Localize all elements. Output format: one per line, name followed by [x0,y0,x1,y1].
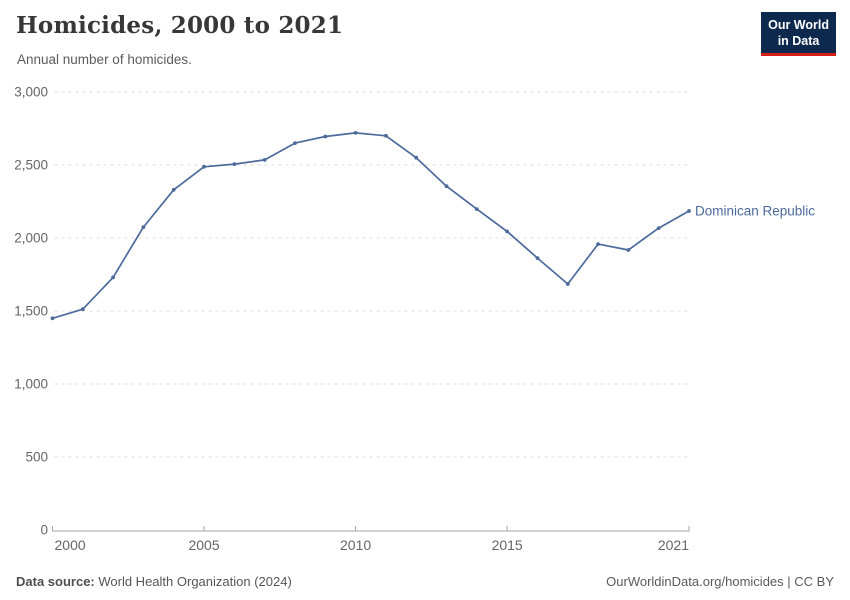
data-point[interactable] [384,133,388,138]
y-tick-label: 1,500 [14,304,48,319]
data-point[interactable] [293,141,297,146]
chart-footer: Data source: World Health Organization (… [16,574,834,589]
data-point[interactable] [626,248,631,252]
x-tick-label: 2015 [492,537,523,553]
owid-logo[interactable]: Our World in Data [761,12,836,56]
y-tick-label: 3,000 [14,85,48,100]
data-source-note: Data source: World Health Organization (… [16,574,292,589]
data-point[interactable] [353,131,358,135]
license-link[interactable]: OurWorldinData.org/homicides | CC BY [606,574,834,589]
data-point[interactable] [565,282,570,286]
x-tick-label: 2021 [658,537,689,553]
data-point[interactable] [141,225,146,230]
data-point[interactable] [414,155,419,160]
y-tick-label: 500 [25,450,48,465]
data-point[interactable] [232,162,237,167]
data-point[interactable] [505,229,509,234]
chart-subtitle: Annual number of homicides. [17,52,192,67]
x-tick-label: 2010 [340,537,371,553]
y-tick-label: 0 [40,523,48,538]
data-point[interactable] [262,158,267,162]
data-point[interactable] [656,226,661,231]
series-label[interactable]: Dominican Republic [695,203,815,218]
y-tick-label: 2,000 [14,231,48,246]
data-point[interactable] [596,242,600,247]
owid-logo-line2: in Data [777,34,820,49]
data-point[interactable] [323,134,328,139]
data-point[interactable] [50,316,55,321]
y-tick-label: 1,000 [14,377,48,392]
data-point[interactable] [171,187,176,192]
x-tick-label: 2000 [55,537,86,553]
data-point[interactable] [202,164,206,169]
x-tick-label: 2005 [188,537,219,553]
page-title: Homicides, 2000 to 2021 [16,12,344,39]
data-line[interactable] [52,132,690,320]
data-point[interactable] [687,209,691,213]
data-point[interactable] [444,184,449,189]
data-source-label: Data source: [16,574,95,589]
data-point[interactable] [474,207,479,212]
y-tick-label: 2,500 [14,158,48,173]
data-source-value: World Health Organization (2024) [94,574,292,589]
data-point[interactable] [535,256,540,260]
data-point[interactable] [111,275,115,280]
owid-logo-line1: Our World [768,18,829,32]
data-point[interactable] [80,307,85,312]
